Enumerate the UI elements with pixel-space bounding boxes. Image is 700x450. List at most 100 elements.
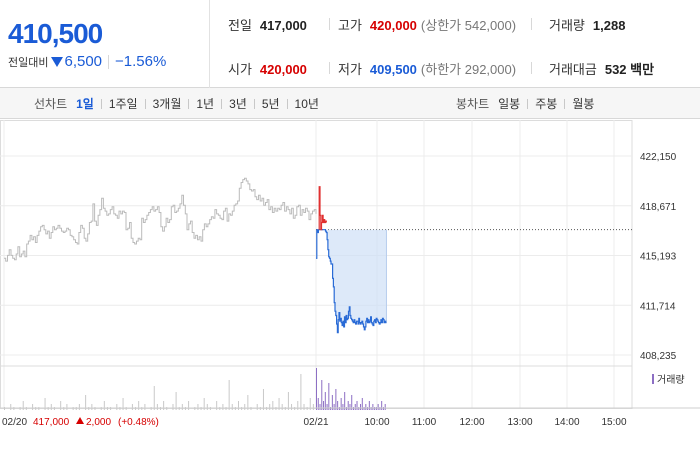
stat-high: 고가 420,000 (상한가 542,000) xyxy=(338,15,516,34)
volume-bar xyxy=(356,401,358,410)
volume-bar xyxy=(368,401,370,410)
volume-bar xyxy=(244,404,246,410)
tab-line-1[interactable]: 1주일 xyxy=(108,97,138,111)
tab-divider xyxy=(286,98,288,109)
volume-bar xyxy=(316,368,317,410)
volume-bar xyxy=(10,404,12,410)
tab-divider xyxy=(527,98,529,109)
tab-line-0[interactable]: 1일 xyxy=(76,97,94,111)
tab-divider xyxy=(253,98,255,109)
stat-label: 거래대금 xyxy=(549,62,597,77)
volume-bar xyxy=(247,395,249,410)
stat-value: 420,000 xyxy=(259,62,307,77)
tab-candle-2[interactable]: 월봉 xyxy=(572,97,595,111)
volume-bar xyxy=(138,401,140,410)
line-chart-label: 선차트 xyxy=(34,97,68,111)
volume-bar xyxy=(122,398,124,410)
volume-bar xyxy=(319,404,321,410)
x-tick-label: 10:00 xyxy=(364,417,389,428)
x-tick-label: 13:00 xyxy=(507,417,532,428)
chart-tabs: 선차트 1일 1주일 3개월 1년 3년 5년 10년 봉차트 일봉 주봉 월봉 xyxy=(0,88,700,119)
divider xyxy=(329,62,330,74)
volume-bar xyxy=(331,395,333,410)
volume-bar xyxy=(297,401,299,410)
current-price: 410,500 xyxy=(8,18,103,49)
tab-line-4[interactable]: 3년 xyxy=(229,97,247,111)
change-row: 전일대비 6,500 −1.56% xyxy=(8,53,166,70)
volume-bar xyxy=(337,401,339,410)
y-tick-label: 415,193 xyxy=(640,252,677,263)
footer-prev-close: 417,000 xyxy=(33,417,70,428)
chart-canvas: 422,150 418,671 415,193 411,714 408,235 거래량 02… xyxy=(0,120,700,428)
stat-volume: 거래량 1,288 xyxy=(549,15,625,34)
volume-bar xyxy=(175,392,177,410)
volume-bar xyxy=(269,404,271,410)
series-line-today-up xyxy=(318,186,327,231)
tab-line-3[interactable]: 1년 xyxy=(196,97,215,111)
volume-bar xyxy=(197,404,199,410)
volume-bar xyxy=(238,401,239,410)
stat-label: 시가 xyxy=(228,62,252,77)
stat-value: 1,288 xyxy=(592,18,626,33)
volume-bar xyxy=(85,395,87,410)
y-tick-label: 411,714 xyxy=(640,301,676,312)
volume-bar xyxy=(181,404,183,410)
volume-bar xyxy=(278,398,280,410)
volume-bar xyxy=(156,404,158,410)
volume-bar xyxy=(326,404,328,410)
tab-divider xyxy=(188,98,190,109)
divider xyxy=(108,54,110,69)
volume-bar xyxy=(163,401,165,410)
volume-bar xyxy=(32,404,34,410)
volume-bar xyxy=(372,404,374,410)
stat-prev-close: 전일 417,000 xyxy=(228,15,307,34)
volume-bar xyxy=(360,404,362,410)
change-value: 6,500 xyxy=(64,53,103,70)
tab-line-5[interactable]: 5년 xyxy=(261,97,280,111)
tab-line-6[interactable]: 10년 xyxy=(294,97,319,111)
tab-line-2[interactable]: 3개월 xyxy=(152,97,182,111)
volume-bar xyxy=(312,404,314,410)
volume-bar xyxy=(228,380,230,410)
x-tick-label: 14:00 xyxy=(554,417,579,428)
upper-limit: (상한가 542,000) xyxy=(420,18,517,33)
volume-bar xyxy=(361,398,363,410)
volume-bar xyxy=(291,404,293,410)
change-label: 전일대비 xyxy=(8,56,49,69)
tab-candle-1[interactable]: 주봉 xyxy=(535,97,558,111)
stat-value: 417,000 xyxy=(259,18,307,33)
series-line-prev-day xyxy=(4,177,317,262)
volume-bar xyxy=(203,398,205,410)
volume-bar xyxy=(78,404,80,410)
stat-value: 409,500 xyxy=(369,62,417,77)
line-chart-tabs: 선차트 1일 1주일 3개월 1년 3년 5년 10년 xyxy=(34,88,322,119)
volume-bar xyxy=(172,404,174,410)
volume-bar xyxy=(324,392,326,410)
volume-bar xyxy=(344,392,346,410)
tab-candle-0[interactable]: 일봉 xyxy=(498,97,521,111)
tab-divider xyxy=(564,98,566,109)
lower-limit: (하한가 292,000) xyxy=(420,62,517,77)
up-arrow-icon xyxy=(76,417,84,424)
volume-bar xyxy=(144,404,146,410)
volume-bar xyxy=(323,401,325,410)
volume-bar xyxy=(103,401,105,410)
candle-chart-tabs: 봉차트 일봉 주봉 월봉 xyxy=(456,88,597,119)
stat-label: 전일 xyxy=(228,18,252,33)
volume-bar xyxy=(342,404,344,410)
down-arrow-icon xyxy=(51,56,64,67)
volume-bar xyxy=(333,404,335,410)
volume-bar xyxy=(354,404,356,410)
footer-prev-date: 02/20 xyxy=(2,417,27,428)
volume-bar xyxy=(381,401,383,410)
x-tick-label: 15:00 xyxy=(601,417,626,428)
stat-value: 532 백만 xyxy=(604,62,655,77)
tab-divider xyxy=(144,98,146,109)
stat-label: 고가 xyxy=(338,18,362,33)
volume-bar xyxy=(365,404,367,410)
volume-bar xyxy=(231,404,233,410)
x-tick-label: 12:00 xyxy=(459,417,484,428)
volume-legend-swatch xyxy=(652,374,654,384)
stat-low: 저가 409,500 (하한가 292,000) xyxy=(338,59,516,78)
stat-label: 거래량 xyxy=(549,18,585,33)
